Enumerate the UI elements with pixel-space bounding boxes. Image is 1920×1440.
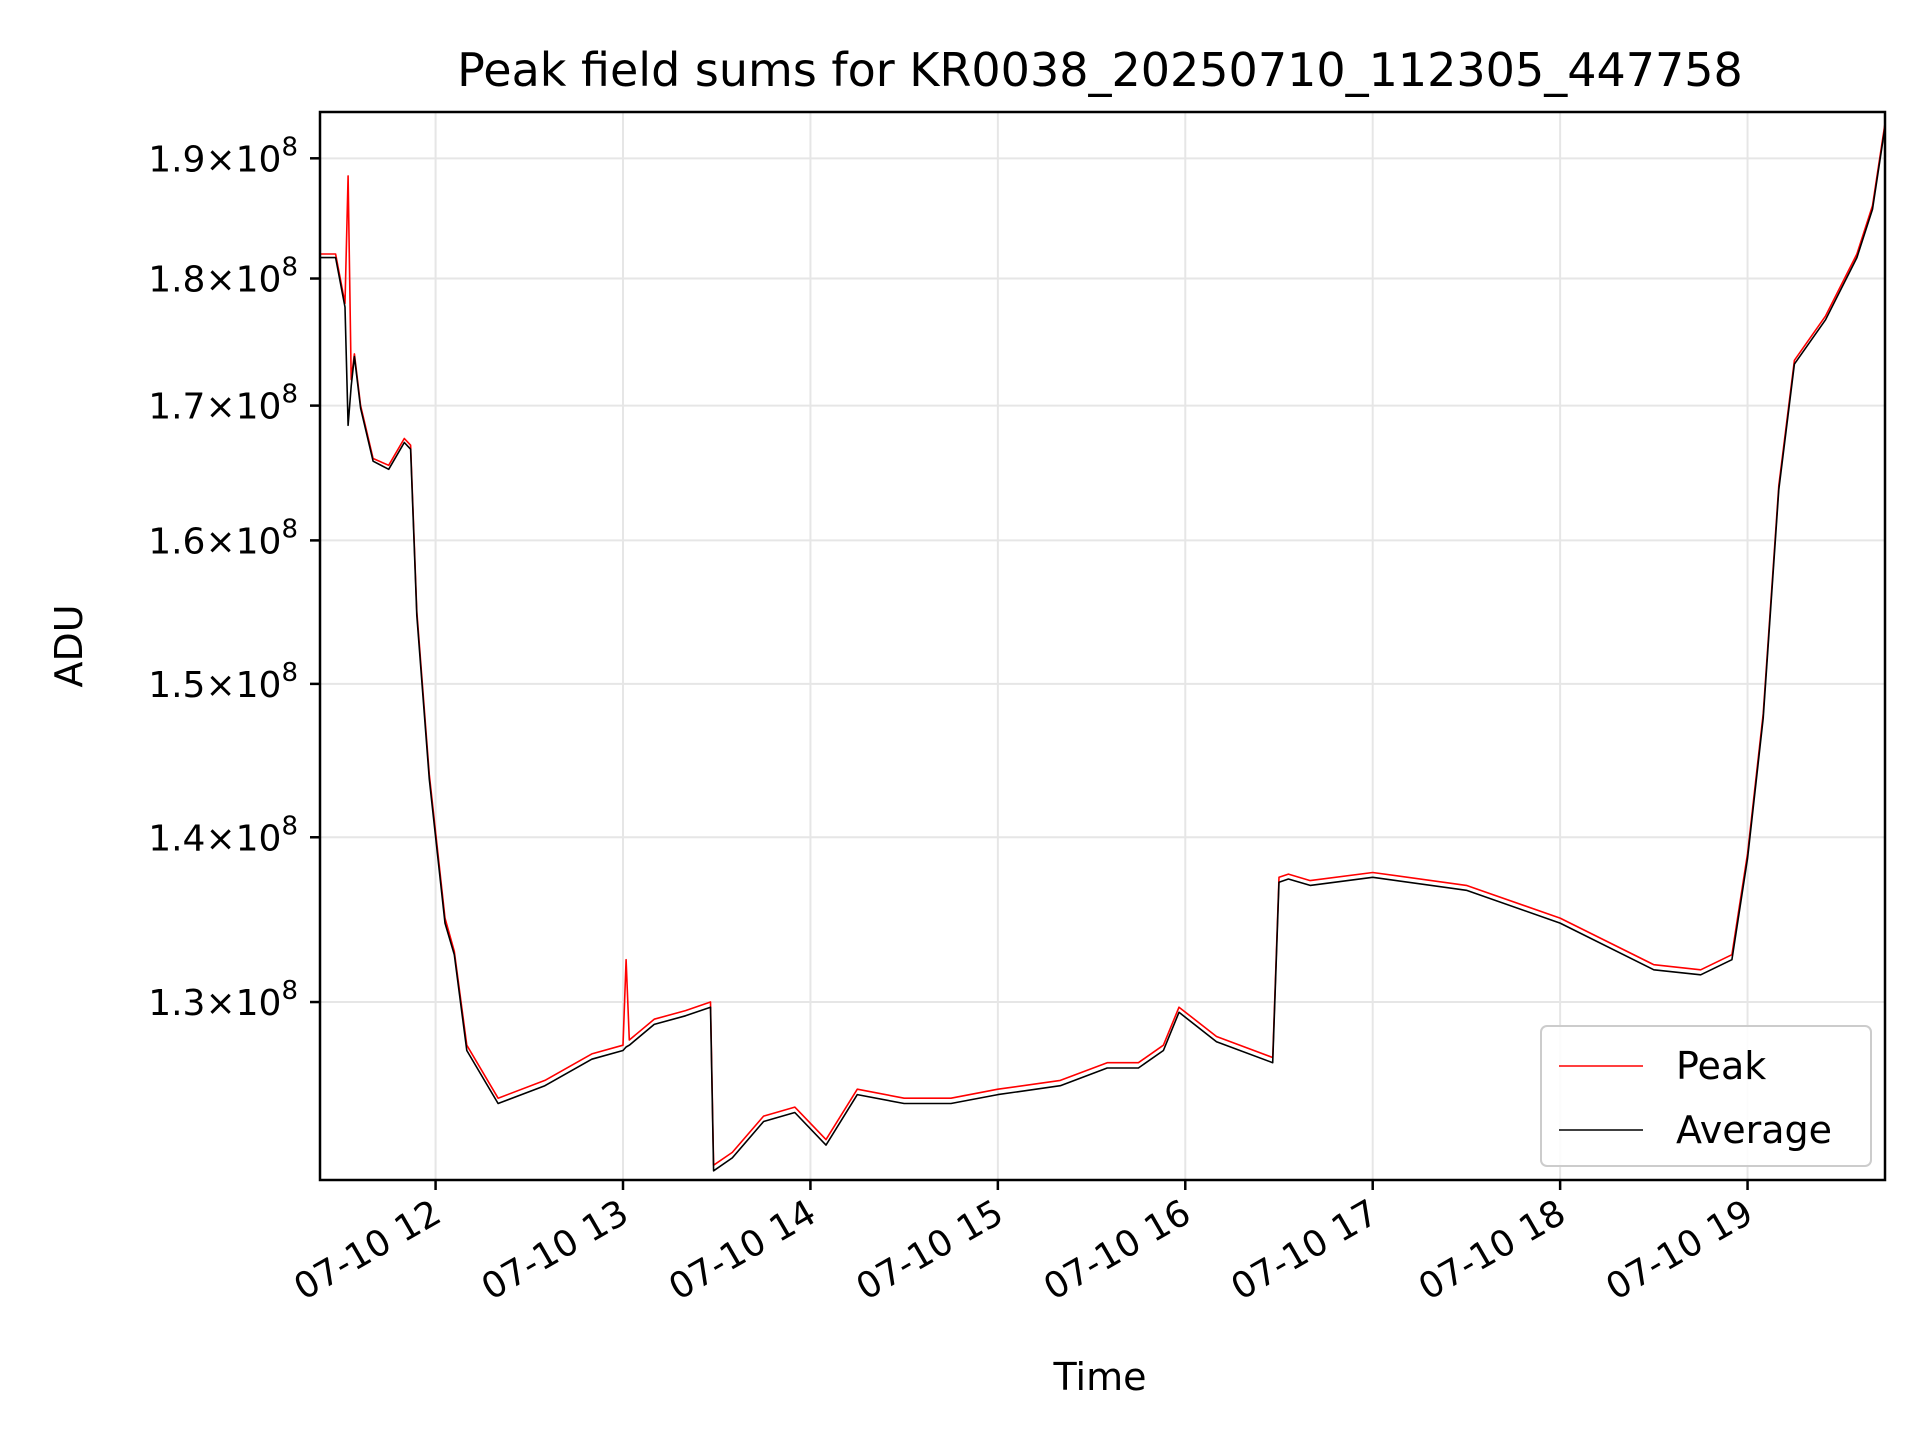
y-tick-exponent: 8 [281, 253, 298, 283]
y-tick-mantissa: 1.3 [148, 983, 205, 1024]
y-tick-label: 1.5×108 [148, 658, 298, 706]
y-tick-exponent: 8 [281, 380, 298, 410]
y-tick-label: 1.4×108 [148, 811, 298, 859]
y-tick-mantissa: 1.5 [148, 665, 205, 706]
y-tick-exponent: 8 [281, 976, 298, 1006]
x-axis-label: Time [1053, 1355, 1147, 1399]
y-tick-mantissa: 1.9 [148, 139, 205, 180]
y-tick-mantissa: 1.4 [148, 818, 205, 859]
y-tick-label: 1.7×108 [148, 380, 298, 428]
legend-label: Average [1676, 1108, 1832, 1152]
y-axis-label: ADU [47, 604, 91, 687]
y-tick-label: 1.6×108 [148, 514, 298, 562]
grid [320, 112, 1885, 1180]
y-tick-mantissa: 1.8 [148, 260, 205, 301]
y-tick-times: ×10 [205, 665, 281, 706]
y-tick-mantissa: 1.7 [148, 387, 205, 428]
legend-box [1540, 1025, 1872, 1167]
y-tick-times: ×10 [205, 387, 281, 428]
legend: Peak Average [1540, 1025, 1872, 1167]
y-tick-times: ×10 [205, 521, 281, 562]
series-layer [320, 123, 1886, 1172]
y-tick-exponent: 8 [281, 658, 298, 688]
y-tick-mantissa: 1.6 [148, 521, 205, 562]
y-tick-times: ×10 [205, 139, 281, 180]
y-tick-times: ×10 [205, 818, 281, 859]
series-line-average [320, 126, 1886, 1172]
y-tick-times: ×10 [205, 983, 281, 1024]
series-line-peak [320, 123, 1886, 1166]
y-axis: 1.3×1081.4×1081.5×1081.6×1081.7×1081.8×1… [148, 132, 320, 1024]
chart-title: Peak field sums for KR0038_20250710_1123… [457, 43, 1743, 97]
y-tick-label: 1.3×108 [148, 976, 298, 1024]
y-tick-times: ×10 [205, 260, 281, 301]
y-tick-exponent: 8 [281, 132, 298, 162]
y-tick-exponent: 8 [281, 514, 298, 544]
plot-frame [318, 110, 1887, 1182]
y-tick-exponent: 8 [281, 811, 298, 841]
y-tick-label: 1.9×108 [148, 132, 298, 180]
y-tick-label: 1.8×108 [148, 253, 298, 301]
legend-label: Peak [1676, 1044, 1766, 1088]
